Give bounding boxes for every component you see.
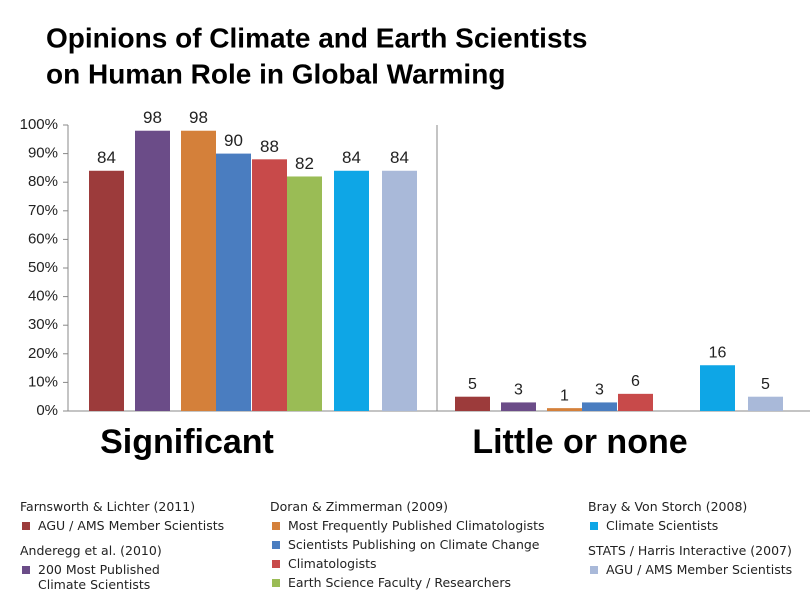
bar bbox=[135, 130, 170, 411]
legend-label: Climatologists bbox=[288, 556, 377, 571]
value-label: 5 bbox=[761, 376, 770, 393]
y-tick-label: 50% bbox=[28, 259, 58, 276]
value-label: 90 bbox=[224, 131, 243, 150]
legend-label: 200 Most Published Climate Scientists bbox=[38, 562, 160, 592]
bar bbox=[455, 396, 490, 411]
value-label: 98 bbox=[143, 108, 162, 127]
value-label: 3 bbox=[595, 382, 604, 399]
bar bbox=[547, 408, 582, 411]
legend-label: Earth Science Faculty / Researchers bbox=[288, 575, 512, 590]
legend-swatch bbox=[590, 522, 598, 530]
y-tick-label: 40% bbox=[28, 288, 58, 305]
legend-swatch bbox=[22, 522, 30, 530]
value-label: 6 bbox=[631, 373, 640, 390]
value-label: 16 bbox=[709, 344, 727, 361]
bar bbox=[89, 170, 124, 411]
value-label: 5 bbox=[468, 376, 477, 393]
y-tick-label: 90% bbox=[28, 145, 58, 162]
legend-swatch bbox=[272, 560, 280, 568]
legend-item: AGU / AMS Member Scientists bbox=[588, 562, 810, 577]
value-label: 84 bbox=[97, 148, 116, 167]
bar bbox=[582, 402, 617, 411]
bar bbox=[618, 393, 653, 411]
category-label: Significant bbox=[100, 423, 274, 461]
bar bbox=[748, 396, 783, 411]
y-tick-label: 0% bbox=[36, 402, 58, 419]
legend-column: Farnsworth & Lichter (2011) AGU / AMS Mem… bbox=[20, 499, 230, 596]
legend-swatch bbox=[272, 522, 280, 530]
y-tick-label: 70% bbox=[28, 202, 58, 219]
legend-column: Bray & Von Storch (2008) Climate Scientis… bbox=[588, 499, 810, 581]
legend-item: Earth Science Faculty / Researchers bbox=[270, 575, 570, 590]
legend-swatch bbox=[590, 566, 598, 574]
legend-group-title: STATS / Harris Interactive (2007) bbox=[588, 543, 792, 558]
legend-label: Scientists Publishing on Climate Change bbox=[288, 537, 540, 552]
value-label: 3 bbox=[514, 382, 523, 399]
bar bbox=[700, 365, 735, 411]
bar bbox=[216, 153, 251, 411]
value-label: 82 bbox=[295, 154, 314, 173]
legend-item: Scientists Publishing on Climate Change bbox=[270, 537, 570, 552]
y-tick-label: 100% bbox=[20, 116, 58, 133]
category-label: Little or none bbox=[472, 423, 687, 461]
y-tick-label: 60% bbox=[28, 230, 58, 247]
legend-column: Doran & Zimmerman (2009) Most Frequently … bbox=[270, 499, 570, 594]
legend-swatch bbox=[272, 541, 280, 549]
legend-item: Climate Scientists bbox=[588, 518, 810, 533]
legend-label: Climate Scientists bbox=[606, 518, 719, 533]
legend-group-title: Bray & Von Storch (2008) bbox=[588, 499, 748, 514]
chart-title: on Human Role in Global Warming bbox=[46, 58, 505, 89]
bar bbox=[382, 170, 417, 411]
y-tick-label: 30% bbox=[28, 316, 58, 333]
legend-item: AGU / AMS Member Scientists bbox=[20, 518, 230, 533]
chart-title: Opinions of Climate and Earth Scientists bbox=[46, 22, 587, 53]
value-label: 84 bbox=[342, 148, 361, 167]
legend-group-title: Anderegg et al. (2010) bbox=[20, 543, 162, 558]
legend-swatch bbox=[22, 566, 30, 574]
bar bbox=[252, 159, 287, 411]
value-label: 88 bbox=[260, 137, 279, 156]
bar bbox=[287, 176, 322, 411]
y-tick-label: 80% bbox=[28, 173, 58, 190]
bar bbox=[181, 130, 216, 411]
bar bbox=[334, 170, 369, 411]
legend-label: AGU / AMS Member Scientists bbox=[606, 562, 793, 577]
y-tick-label: 10% bbox=[28, 373, 58, 390]
value-label: 84 bbox=[390, 148, 409, 167]
y-tick-label: 20% bbox=[28, 345, 58, 362]
legend-group-title: Doran & Zimmerman (2009) bbox=[270, 499, 448, 514]
legend-item: Most Frequently Published Climatologists bbox=[270, 518, 570, 533]
legend-item: 200 Most Published Climate Scientists bbox=[20, 562, 230, 592]
value-label: 1 bbox=[560, 387, 569, 404]
legend-group-title: Farnsworth & Lichter (2011) bbox=[20, 499, 196, 514]
legend-swatch bbox=[272, 579, 280, 587]
legend-label: Most Frequently Published Climatologists bbox=[288, 518, 545, 533]
legend-item: Climatologists bbox=[270, 556, 570, 571]
value-label: 98 bbox=[189, 108, 208, 127]
legend-label: AGU / AMS Member Scientists bbox=[38, 518, 225, 533]
bar bbox=[501, 402, 536, 411]
